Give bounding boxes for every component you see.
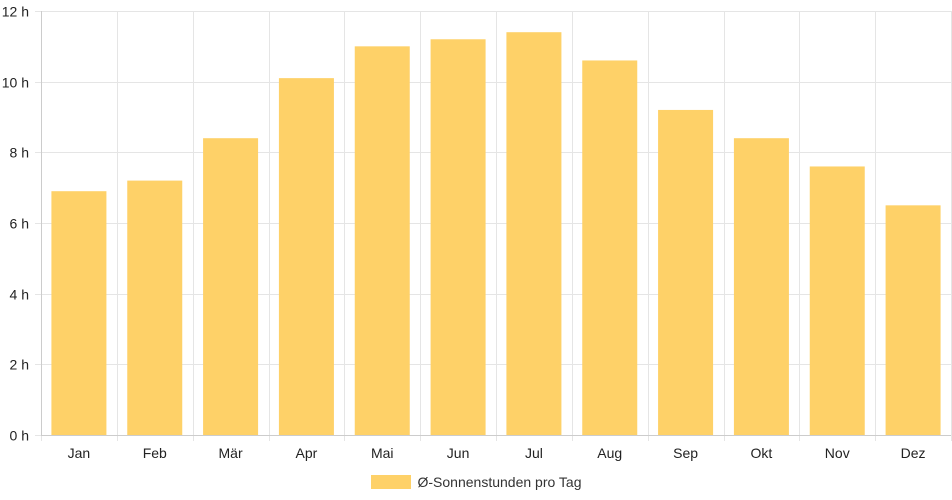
bars: [51, 32, 941, 436]
x-tick-label: Feb: [143, 445, 167, 461]
y-tick-labels: 0 h 2 h 4 h 6 h 8 h 10 h 12 h: [2, 4, 29, 444]
y-tick-label: 4 h: [10, 287, 29, 303]
x-tick-label: Nov: [825, 445, 850, 461]
y-tick-label: 10 h: [2, 75, 29, 91]
x-tick-labels: Jan Feb Mär Apr Mai Jun Jul Aug Sep Okt Nov Dez: [68, 445, 926, 461]
y-tick-label: 2 h: [10, 357, 29, 373]
legend-label: Ø-Sonnenstunden pro Tag: [417, 474, 582, 490]
y-tick-label: 8 h: [10, 145, 29, 161]
bar-Jun[interactable]: [430, 39, 486, 436]
x-tick-label: Apr: [296, 445, 318, 461]
y-tick-label: 12 h: [2, 4, 29, 20]
legend-swatch: [370, 475, 411, 489]
axes: [41, 11, 951, 436]
x-tick-label: Dez: [901, 445, 926, 461]
y-tick-label: 0 h: [10, 428, 29, 444]
x-tick-label: Okt: [751, 445, 773, 461]
x-tick-label: Sep: [673, 445, 698, 461]
x-tick-label: Jul: [525, 445, 543, 461]
y-tick-label: 6 h: [10, 216, 29, 232]
bar-Mai[interactable]: [354, 46, 410, 435]
bar-Dez[interactable]: [885, 205, 941, 435]
x-tick-label: Jan: [68, 445, 91, 461]
bar-Jul[interactable]: [506, 32, 562, 435]
bar-Feb[interactable]: [127, 180, 183, 435]
bar-Sep[interactable]: [658, 109, 714, 435]
x-tick-label: Aug: [597, 445, 622, 461]
x-tick-label: Mai: [371, 445, 394, 461]
bar-Aug[interactable]: [582, 60, 638, 435]
legend[interactable]: Ø-Sonnenstunden pro Tag: [0, 470, 952, 494]
bar-Okt[interactable]: [733, 138, 789, 435]
bar-Jan[interactable]: [51, 191, 107, 435]
x-tick-label: Mär: [219, 445, 243, 461]
x-tick-label: Jun: [447, 445, 470, 461]
bar-Mär[interactable]: [203, 138, 259, 435]
bar-Nov[interactable]: [809, 166, 865, 435]
bar-Apr[interactable]: [278, 78, 334, 435]
grid: [35, 11, 952, 441]
